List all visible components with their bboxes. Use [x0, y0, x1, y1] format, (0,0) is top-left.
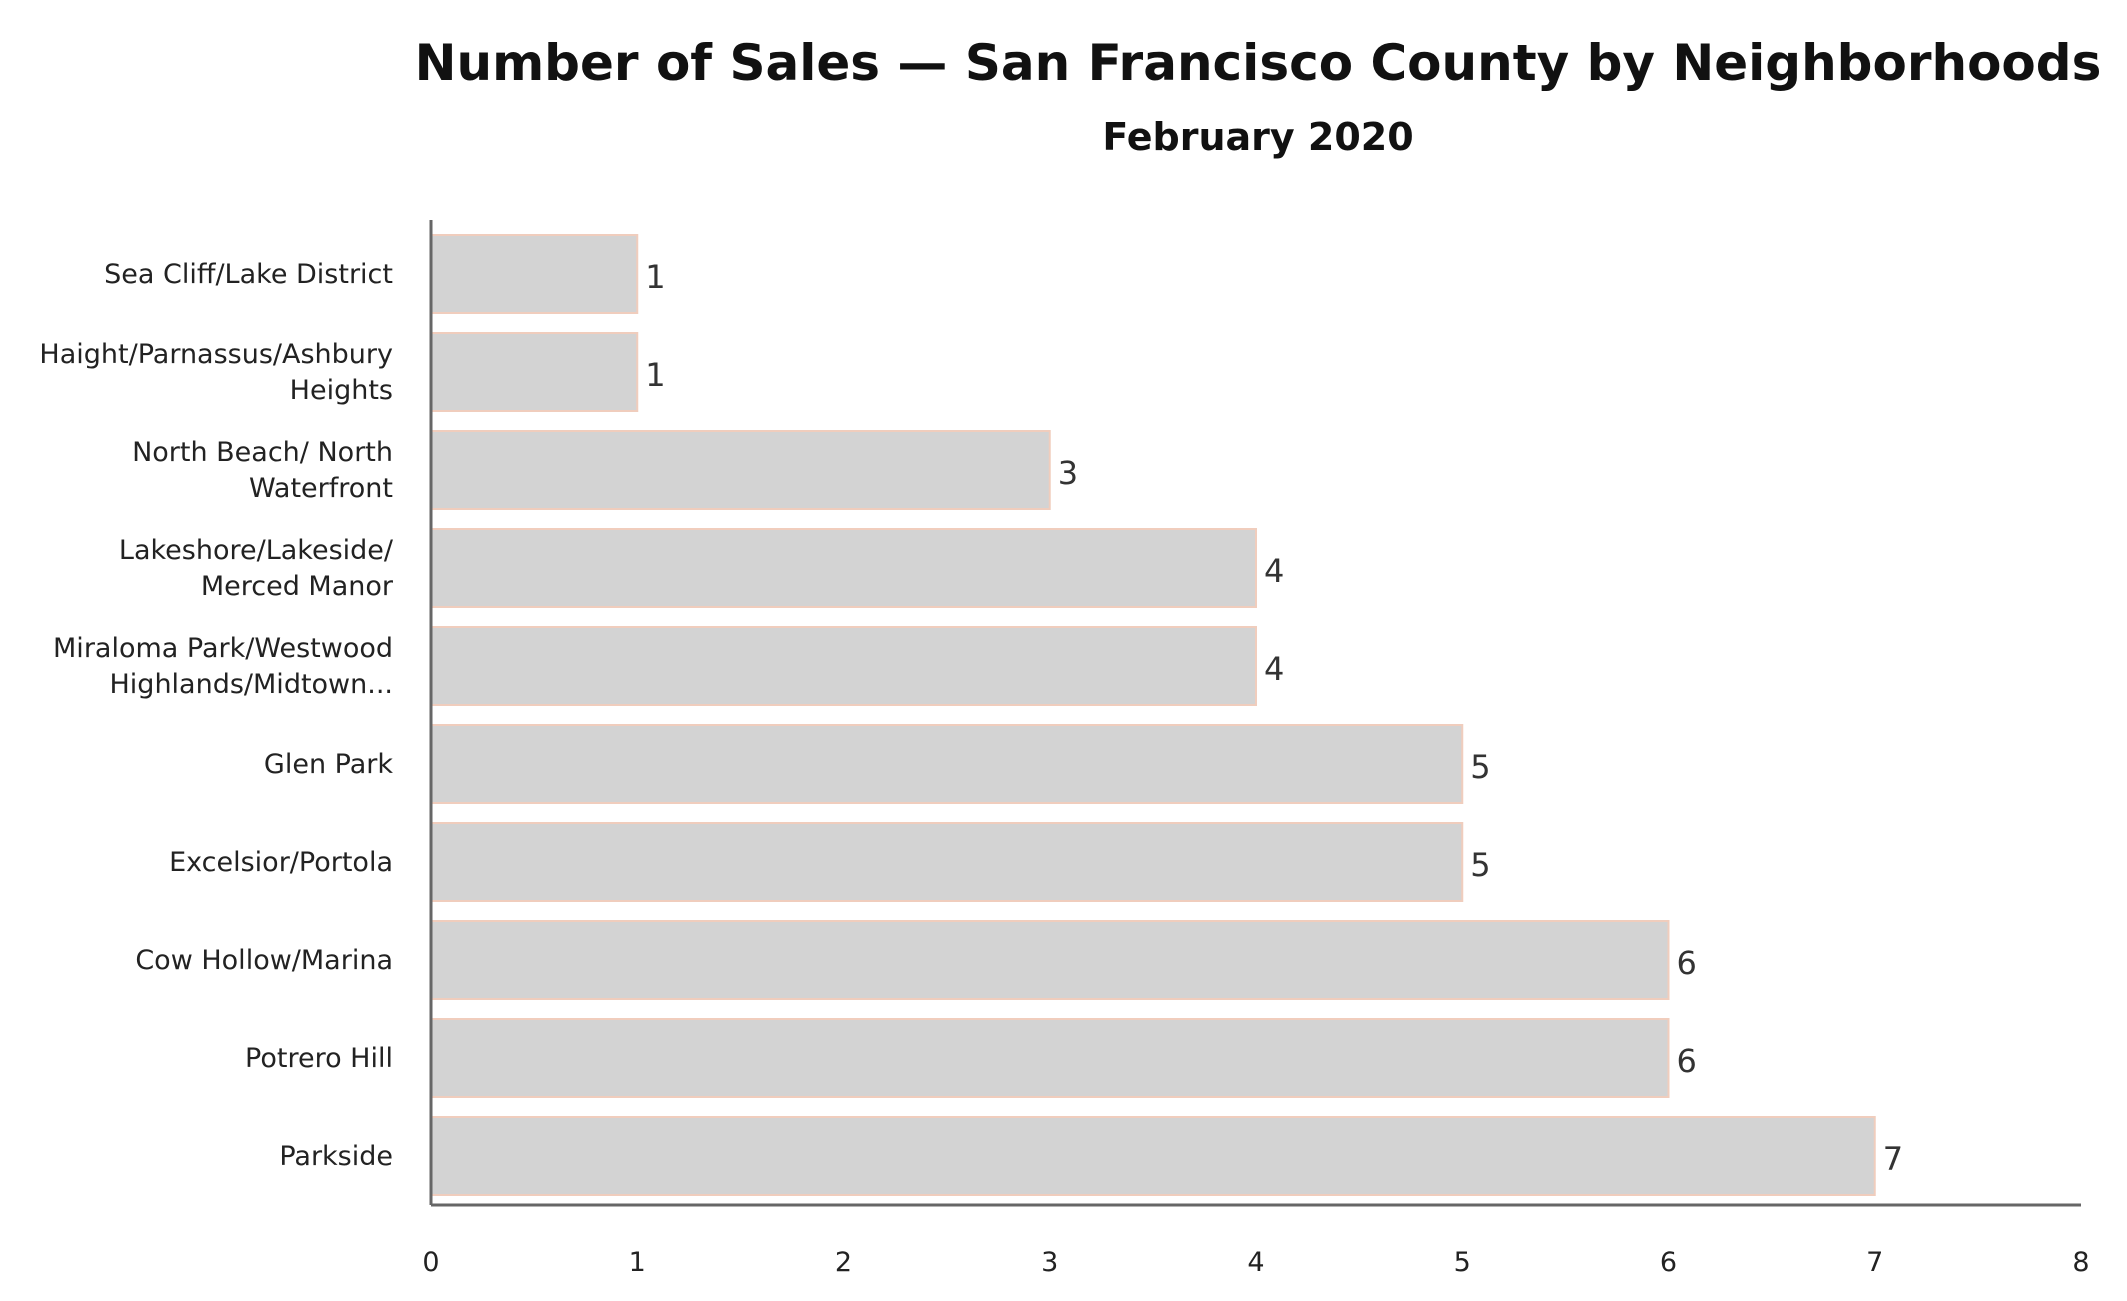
x-tick-label-6: 6	[1660, 1247, 1677, 1278]
x-tick-label-7: 7	[1866, 1247, 1883, 1278]
category-label-3-line-0: Lakeshore/Lakeside/	[119, 535, 394, 566]
bar-9	[430, 1116, 1876, 1196]
data-label-6: 5	[1470, 846, 1490, 884]
category-label-1-line-1: Heights	[290, 375, 393, 406]
category-label-1-line-0: Haight/Parnassus/Ashbury	[39, 339, 393, 370]
bar-7	[430, 920, 1670, 1000]
data-label-5: 5	[1470, 748, 1490, 786]
data-label-7: 6	[1677, 944, 1697, 982]
bar-6	[430, 822, 1464, 902]
data-label-3: 4	[1264, 552, 1284, 590]
category-label-6-line-0: Excelsior/Portola	[169, 847, 393, 878]
x-tick-labels-group: 0 1 2 3 4 5 6 7 8	[422, 1247, 2089, 1278]
data-label-4: 4	[1264, 650, 1284, 688]
chart-title: Number of Sales — San Francisco County b…	[415, 34, 2102, 92]
data-label-2: 3	[1058, 454, 1078, 492]
category-label-2-line-0: North Beach/ North	[132, 437, 393, 468]
bar-8	[430, 1018, 1670, 1098]
category-labels-group: Sea Cliff/Lake District Haight/Parnassus/…	[39, 259, 393, 1172]
category-label-4-line-0: Miraloma Park/Westwood	[53, 633, 393, 664]
category-label-4-line-1: Highlands/Midtown...	[110, 669, 394, 700]
bar-0	[430, 234, 639, 314]
x-tick-label-5: 5	[1454, 1247, 1471, 1278]
bar-3	[430, 528, 1257, 608]
x-tick-label-1: 1	[629, 1247, 646, 1278]
category-label-3-line-1: Merced Manor	[201, 571, 394, 602]
category-label-2-line-1: Waterfront	[249, 473, 393, 504]
x-tick-label-8: 8	[2072, 1247, 2089, 1278]
data-label-0: 1	[645, 258, 665, 296]
data-labels-group: 1 1 3 4 4 5 5 6 6 7	[645, 258, 1903, 1178]
data-label-8: 6	[1677, 1042, 1697, 1080]
bar-5	[430, 724, 1464, 804]
category-label-9-line-0: Parkside	[279, 1141, 393, 1172]
category-label-8-line-0: Potrero Hill	[245, 1043, 393, 1074]
data-label-1: 1	[645, 356, 665, 394]
x-tick-label-0: 0	[422, 1247, 439, 1278]
bar-4	[430, 626, 1257, 706]
data-label-9: 7	[1883, 1140, 1903, 1178]
x-tick-label-4: 4	[1247, 1247, 1264, 1278]
x-tick-label-2: 2	[835, 1247, 852, 1278]
chart-subtitle: February 2020	[1102, 115, 1413, 159]
x-tick-label-3: 3	[1041, 1247, 1058, 1278]
bars-group	[430, 234, 1876, 1196]
category-label-0-line-0: Sea Cliff/Lake District	[104, 259, 393, 290]
category-label-7-line-0: Cow Hollow/Marina	[135, 945, 393, 976]
bar-1	[430, 332, 639, 412]
category-label-5-line-0: Glen Park	[264, 749, 393, 780]
bar-2	[430, 430, 1051, 510]
